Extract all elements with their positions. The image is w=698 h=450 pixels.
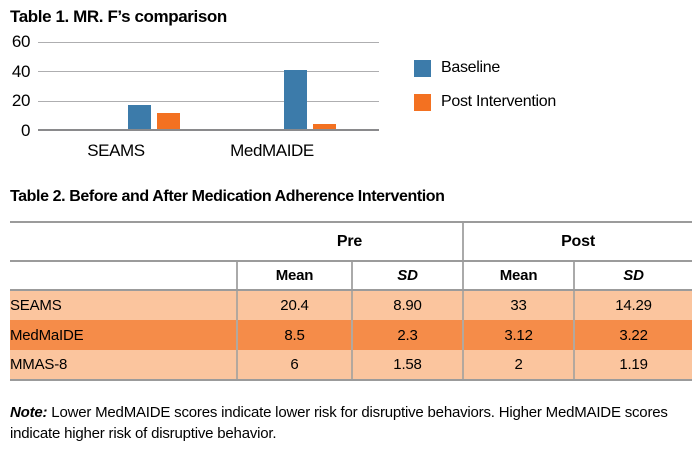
header-empty-cell (10, 221, 237, 262)
bar-post-intervention-seams (157, 113, 180, 129)
subheader-pre-mean: Mean (236, 261, 352, 291)
gridline-20 (38, 101, 379, 102)
bar-group-medmaide (284, 70, 336, 129)
bar-baseline-seams (128, 105, 151, 129)
baseline-swatch-icon (414, 59, 431, 77)
bar-chart-plot-area (38, 42, 379, 131)
x-axis-line (38, 129, 379, 131)
cell-value: 1.58 (350, 350, 464, 381)
bar-baseline-medmaide (284, 70, 307, 129)
cell-value: 14.29 (573, 290, 693, 320)
subheader-post-sd: SD (573, 261, 693, 291)
subheader-pre-sd: SD (350, 261, 464, 291)
note-body: Lower MedMAIDE scores indicate lower ris… (10, 404, 668, 442)
cell-value: 8.5 (236, 320, 352, 350)
chart-title: Table 1. MR. F’s comparison (10, 7, 227, 26)
note-label: Note: (10, 404, 48, 421)
table2: Pre Post Mean SD Mean SD SEAMS 20.4 8.90… (10, 221, 693, 381)
legend-label-post-intervention: Post Intervention (441, 93, 556, 110)
cell-value: 1.19 (573, 350, 693, 381)
subheader-empty-cell (10, 261, 237, 291)
note-text: Note: Lower MedMAIDE scores indicate low… (10, 402, 678, 444)
y-tick-20: 20 (11, 91, 31, 110)
cell-value: 33 (462, 290, 575, 320)
y-tick-0: 0 (20, 121, 30, 140)
row-label: SEAMS (10, 297, 62, 314)
subheader-post-mean: Mean (462, 261, 575, 291)
cell-value: 6 (236, 350, 352, 381)
x-category-medmaide: MedMAIDE (230, 141, 314, 160)
legend-label-baseline: Baseline (441, 59, 500, 76)
cell-value: 2.3 (350, 320, 464, 350)
bar-group-seams (128, 105, 180, 129)
gridline-60 (38, 42, 379, 43)
bar-post-intervention-medmaide (313, 124, 336, 129)
table-row-mmas8: MMAS-8 6 1.58 2 1.19 (10, 350, 693, 381)
gridline-40 (38, 71, 379, 72)
table-row-medmaide: MedMaIDE 8.5 2.3 3.12 3.22 (10, 320, 693, 350)
row-label: MMAS-8 (10, 350, 237, 381)
cell-value: 8.90 (350, 290, 464, 320)
header-pre: Pre (237, 221, 464, 262)
x-category-seams: SEAMS (87, 141, 145, 160)
table-row-seams: SEAMS 20.4 8.90 33 14.29 (10, 290, 693, 320)
cell-value: 3.12 (462, 320, 575, 350)
table2-title: Table 2. Before and After Medication Adh… (10, 188, 445, 205)
post-intervention-swatch-icon (414, 93, 431, 111)
y-tick-60: 60 (11, 32, 31, 51)
table-header-group-row: Pre Post (10, 221, 693, 262)
y-tick-40: 40 (11, 62, 31, 81)
legend-item-post-intervention: Post Intervention (414, 93, 556, 111)
cell-value: 2 (462, 350, 575, 381)
row-label: MedMaIDE (10, 326, 84, 344)
cell-value: 3.22 (573, 320, 693, 350)
legend-item-baseline: Baseline (414, 59, 500, 77)
header-post: Post (462, 221, 693, 262)
table-subheader-row: Mean SD Mean SD (10, 261, 693, 291)
cell-value: 20.4 (236, 290, 352, 320)
